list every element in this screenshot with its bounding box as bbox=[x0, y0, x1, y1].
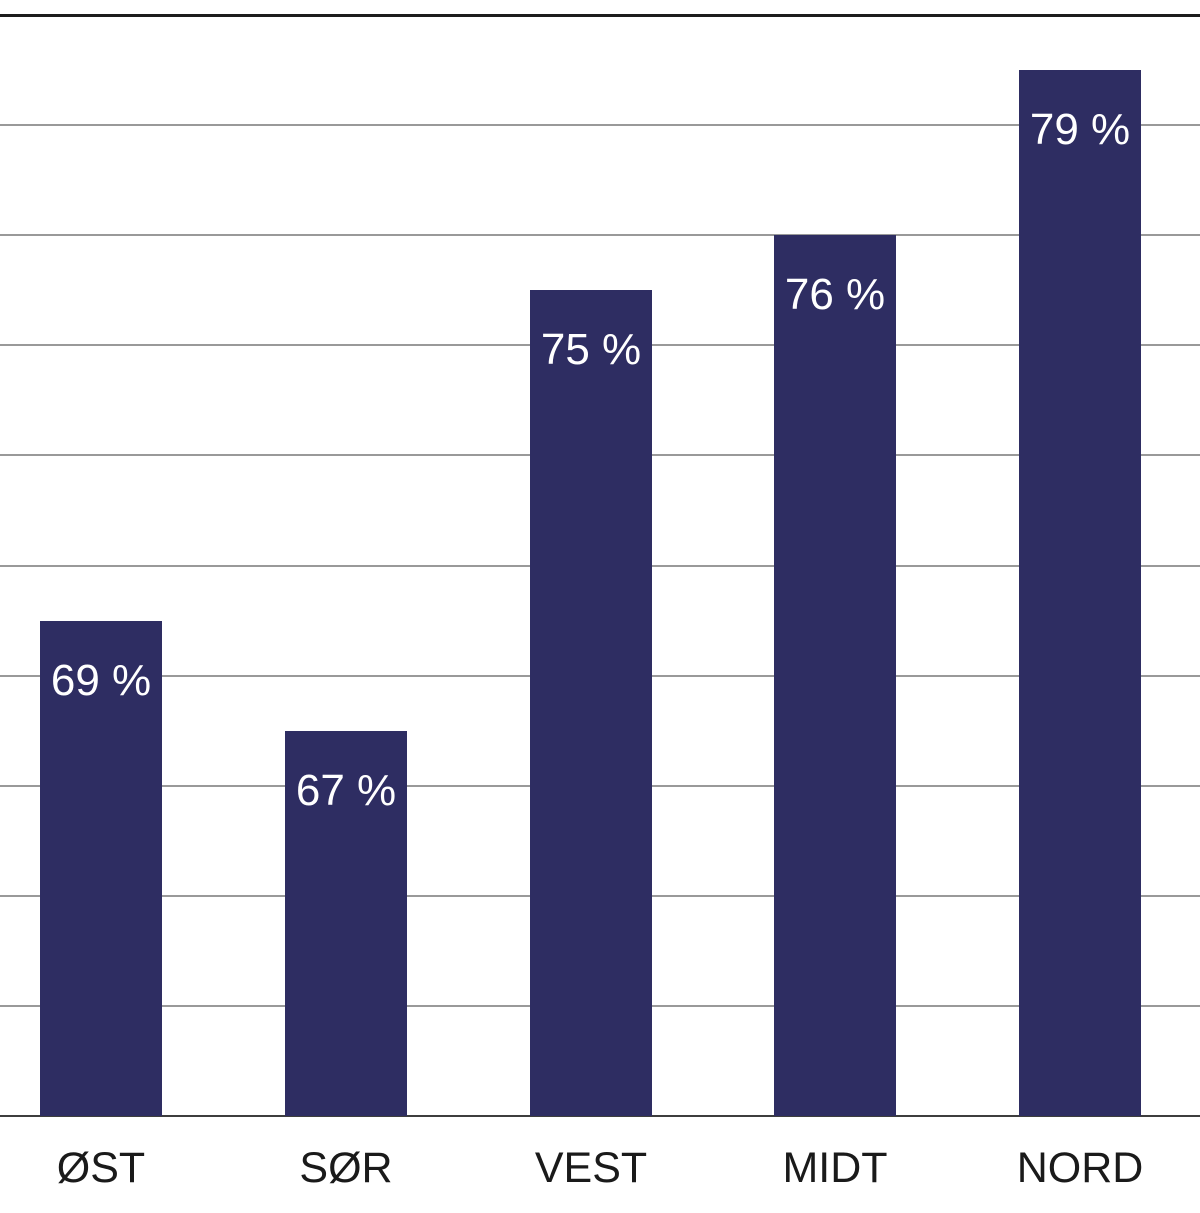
x-axis-label-vest: VEST bbox=[534, 1144, 648, 1192]
bar-nord: 79 % bbox=[1019, 70, 1141, 1116]
bar-value-label-ost: 69 % bbox=[50, 655, 152, 705]
bar-value-label-nord: 79 % bbox=[1029, 105, 1131, 155]
bar-ost: 69 % bbox=[40, 620, 162, 1116]
x-axis-label-ost: ØST bbox=[56, 1144, 146, 1192]
x-axis-label-nord: NORD bbox=[1016, 1144, 1144, 1192]
gridline bbox=[0, 124, 1200, 127]
bar-value-label-vest: 75 % bbox=[540, 325, 642, 375]
bar-value-label-midt: 76 % bbox=[784, 270, 886, 320]
x-axis-label-sor: SØR bbox=[299, 1144, 393, 1192]
bar-value-label-sor: 67 % bbox=[295, 765, 397, 815]
bar-midt: 76 % bbox=[774, 235, 896, 1116]
bar-sor: 67 % bbox=[285, 730, 407, 1116]
plot-top-line bbox=[0, 14, 1200, 17]
bar-vest: 75 % bbox=[530, 290, 652, 1116]
gridline bbox=[0, 234, 1200, 237]
x-axis-line bbox=[0, 1115, 1200, 1117]
x-axis-label-midt: MIDT bbox=[782, 1144, 888, 1192]
